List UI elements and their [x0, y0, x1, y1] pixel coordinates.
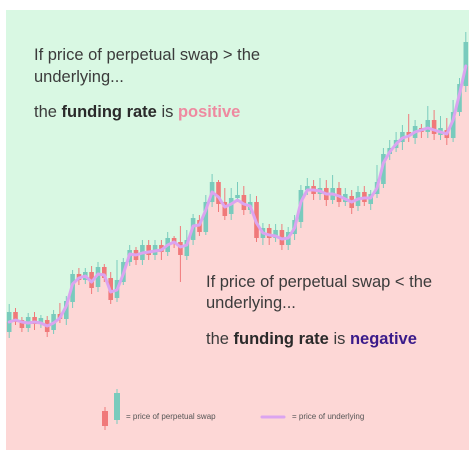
candle-bear	[178, 242, 183, 255]
funding-rate-bold: funding rate	[233, 330, 329, 348]
candle-bull	[38, 318, 44, 324]
candle-bear	[102, 267, 107, 278]
top-funding-rate-text: the funding rate is positive	[34, 103, 241, 121]
candle-bull	[228, 198, 234, 214]
candle-bull	[184, 240, 190, 256]
candle-bull	[450, 112, 456, 138]
candle-bear	[146, 245, 151, 255]
top-annotation-line2: underlying...	[34, 68, 124, 86]
funding-rate-bold: funding rate	[61, 103, 157, 121]
candle-bear	[266, 228, 272, 238]
candle-bear	[32, 317, 37, 324]
legend-marks	[102, 389, 286, 430]
positive-label: positive	[177, 103, 241, 121]
candle-bull	[425, 120, 431, 132]
candle-bear	[431, 120, 437, 134]
top-annotation-line1: If price of perpetual swap > the	[34, 46, 261, 64]
legend-candle-label: = price of perpetual swap	[126, 412, 216, 421]
candle-bull	[235, 195, 240, 198]
candle-bear	[171, 238, 177, 242]
positive-region	[6, 10, 469, 326]
candle-bear	[406, 132, 412, 135]
candle-bear	[216, 182, 221, 204]
candle-bull	[305, 186, 310, 190]
candle-bull	[273, 230, 278, 238]
candle-bull	[95, 267, 101, 287]
negative-region	[6, 66, 469, 450]
bottom-annotation-line1: If price of perpetual swap < the	[206, 273, 433, 291]
candle-bull	[203, 202, 209, 232]
candle-bull	[64, 301, 69, 319]
candle-bear	[222, 202, 228, 216]
bottom-funding-rate-text: the funding rate is negative	[206, 330, 417, 348]
candle-bear	[19, 320, 25, 328]
legend-bull-candle	[114, 393, 120, 420]
legend-line-label: = price of underlying	[292, 412, 365, 421]
underlying-price-line	[7, 64, 468, 328]
bottom-annotation-line2: underlying...	[206, 294, 296, 312]
negative-label: negative	[349, 330, 417, 348]
candle-bull	[463, 42, 469, 86]
candle-bear	[13, 312, 18, 322]
legend-bear-candle	[102, 411, 108, 426]
